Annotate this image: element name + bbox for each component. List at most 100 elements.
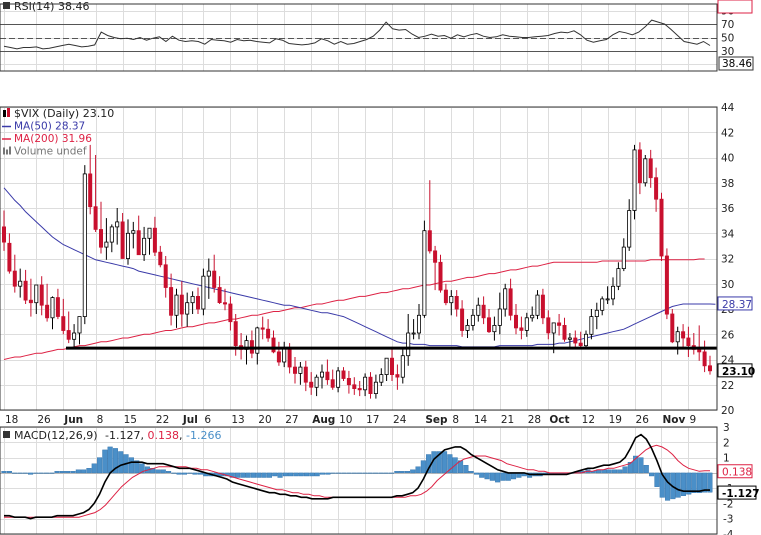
macd-hist-bar [75, 469, 81, 474]
candle-body [648, 158, 653, 179]
macd-hist-bar [649, 472, 655, 477]
macd-hist-bar [187, 472, 193, 474]
macd-hist-bar [266, 472, 273, 478]
candle-body [93, 206, 98, 230]
candle-body [637, 149, 642, 184]
x-tick-label: 14 [474, 414, 488, 426]
rsi-badge-box [718, 56, 754, 71]
macd-hist-bar [43, 472, 49, 474]
price-y-tick-label: 20 [721, 405, 734, 417]
macd-hist-bar [388, 472, 395, 474]
legend-label: Volume undef [14, 146, 87, 158]
macd-y-tick-label: -3 [723, 514, 733, 526]
candle-body [287, 347, 292, 368]
macd-hist-bar [33, 472, 39, 474]
x-tick-label: 21 [501, 414, 514, 426]
candle-body [454, 295, 459, 310]
macd-hist-bar [500, 472, 506, 481]
candle-body [395, 374, 400, 378]
price-x-grid [4, 107, 689, 410]
candle-body [486, 317, 491, 333]
candle-body [670, 313, 675, 343]
candle-body [535, 294, 540, 316]
macd-hist-bar [330, 472, 336, 474]
candle-body [39, 284, 44, 306]
macd-hist-bar [479, 472, 485, 478]
candle-body [621, 246, 626, 270]
candle-body [61, 316, 66, 331]
rsi-title: RSI(14) 38.46 [3, 0, 89, 13]
candlesticks [2, 142, 713, 399]
close-badge: 23.10 [717, 363, 755, 378]
candle-body [540, 294, 545, 319]
macd-hist-bar [102, 449, 108, 473]
macd-frame [0, 426, 718, 535]
macd-hist-bar [319, 472, 326, 475]
macd-hist-bar [54, 471, 60, 473]
x-tick-label: 22 [156, 414, 169, 426]
ma200-badge-box [717, 0, 753, 14]
macd-hist-bar [638, 457, 644, 474]
x-tick-label: 13 [231, 414, 244, 426]
macd-hist-bar [96, 457, 103, 474]
candle-body [686, 337, 691, 346]
candle-body [136, 230, 141, 256]
candle-body [2, 226, 7, 243]
macd-title: MACD(12,26,9) -1.127, 0.138, -1.266 [3, 429, 221, 442]
macd-value-badge-text: -1.127 [722, 488, 760, 500]
macd-title-hist: -1.266 [186, 429, 221, 442]
macd-panel: 3210-1-2-3-4 MACD(12,26,9) -1.127, 0.138… [0, 422, 760, 535]
x-tick-label: Jun [63, 414, 83, 426]
candle-body [352, 384, 357, 389]
candle-body [470, 314, 475, 326]
price-y-tick-label: 34 [721, 228, 735, 240]
macd-y-tick-label: -2 [723, 498, 733, 510]
candle-body [611, 285, 616, 300]
macd-hist-bar [447, 454, 453, 473]
rsi-frame [0, 3, 718, 72]
macd-hist-bar [611, 469, 617, 474]
macd-hist-bar [505, 472, 511, 481]
macd-value-badge: -1.127 [717, 485, 760, 500]
macd-hist-bar [362, 472, 368, 474]
macd-hist-bar [229, 472, 235, 478]
macd-hist-bar [128, 457, 134, 474]
candle-body [460, 308, 465, 331]
macd-legend-icon [3, 431, 10, 438]
macd-title-comma2: , [179, 429, 186, 442]
ma50-line [3, 187, 716, 348]
macd-hist-bar [399, 471, 405, 473]
macd-line [4, 433, 710, 520]
candle-body [185, 302, 190, 315]
candle-body [120, 221, 125, 259]
candle-body [546, 317, 551, 334]
candle-body [12, 270, 17, 287]
bar-icon-2 [6, 149, 8, 155]
candle-body [217, 287, 222, 304]
macd-hist-bar [442, 451, 448, 474]
x-tick-label: 27 [285, 414, 298, 426]
x-tick-label: 10 [339, 414, 352, 426]
price-y-tick-label: 40 [721, 153, 734, 165]
candle-body [363, 376, 368, 391]
candle-body [271, 337, 276, 353]
x-tick-label: 20 [258, 414, 271, 426]
ma50-badge-box [717, 296, 753, 311]
candle-body [266, 328, 271, 339]
x-tick-label: 26 [636, 414, 650, 426]
candle-body [131, 230, 136, 234]
macd-hist-bar [378, 472, 384, 474]
candle-body [573, 337, 578, 344]
x-tick-label: 15 [124, 414, 137, 426]
macd-hist-bar [484, 472, 490, 480]
candle-body [34, 284, 39, 304]
candle-body [481, 304, 486, 319]
macd-hist-bar [134, 460, 140, 474]
candle-body [260, 327, 265, 330]
ma50-badge-text: 28.37 [722, 299, 752, 311]
candle-body [77, 316, 82, 334]
macd-hist-bar [59, 471, 65, 473]
candle-body [681, 331, 686, 339]
candle-body [702, 351, 707, 367]
macd-hist-bar [622, 466, 628, 474]
